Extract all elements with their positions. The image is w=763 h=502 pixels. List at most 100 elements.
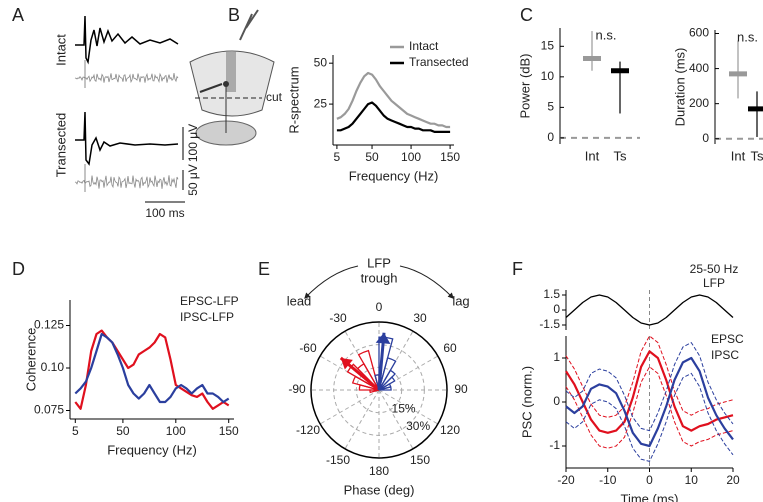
angle-tick-label: 120 xyxy=(440,423,460,437)
y-tick-label: 0 xyxy=(553,394,560,408)
x-tick-label: 20 xyxy=(726,473,740,487)
series-line xyxy=(336,101,451,133)
panel-label: C xyxy=(520,5,533,25)
y-tick-label: 1 xyxy=(553,350,560,364)
angle-tick-label: -60 xyxy=(299,341,317,355)
x-tick-label: 50 xyxy=(116,424,130,438)
row-label: Transected xyxy=(53,113,68,178)
stimulus xyxy=(239,9,259,41)
rose-wedge xyxy=(357,349,380,391)
x-tick-label: 5 xyxy=(334,150,341,164)
x-tick-label: 5 xyxy=(72,424,79,438)
y-axis-label: PSC (norm.) xyxy=(519,366,534,438)
noise-trace xyxy=(74,175,179,189)
lead-label: lead xyxy=(287,293,312,308)
rose-wedge xyxy=(346,363,380,391)
scale-label: 50 μV xyxy=(186,164,200,196)
annotation: n.s. xyxy=(737,29,758,44)
y-axis-label: R-spectrum xyxy=(286,66,301,133)
panel-a: Intact Transected cut 100 μV 50 μV 100 m… xyxy=(53,9,283,220)
x-tick-label: Int xyxy=(585,148,600,163)
column xyxy=(226,52,236,92)
angle-grid xyxy=(319,389,380,425)
angle-tick-label: -120 xyxy=(296,423,320,437)
noise-trace xyxy=(74,72,179,84)
trace xyxy=(75,15,179,65)
scale-label: 100 ms xyxy=(145,206,184,220)
panel-label: B xyxy=(228,5,240,25)
legend-label: EPSC-LFP xyxy=(180,294,239,308)
series-line xyxy=(565,356,734,448)
series-line xyxy=(336,71,451,129)
y-tick-label: 0.075 xyxy=(34,403,64,417)
y-tick-label: 400 xyxy=(689,61,709,75)
series-line xyxy=(74,329,230,410)
y-tick-label: 0 xyxy=(702,131,709,145)
annotation: n.s. xyxy=(596,27,617,42)
y-axis-label: Power (dB) xyxy=(517,53,532,118)
x-axis-label: Time (ms) xyxy=(620,491,678,502)
y-tick-label: 15 xyxy=(541,38,555,52)
band-line xyxy=(565,341,734,432)
x-tick-label: 100 xyxy=(166,424,186,438)
legend-label: EPSC xyxy=(711,332,744,346)
y-tick-label: -1.5 xyxy=(539,317,560,331)
angle-grid xyxy=(344,389,380,450)
angle-grid xyxy=(378,355,439,391)
legend-label: IPSC xyxy=(711,348,739,362)
x-tick-label: Ts xyxy=(614,148,628,163)
angle-tick-label: 30 xyxy=(413,311,427,325)
angle-tick-label: 60 xyxy=(443,341,457,355)
neuron xyxy=(223,81,229,87)
legend-label: Intact xyxy=(409,39,439,53)
angle-grid xyxy=(344,330,380,391)
legend-label: Transected xyxy=(409,55,469,69)
lead-arrow xyxy=(304,265,359,299)
y-tick-label: 200 xyxy=(689,96,709,110)
legend-label: IPSC-LFP xyxy=(180,310,234,324)
x-tick-label: Ts xyxy=(751,148,763,163)
outer-ring xyxy=(310,321,448,459)
noise-traces xyxy=(74,60,179,192)
y-tick-label: 0.10 xyxy=(41,360,65,374)
x-tick-label: 0 xyxy=(646,473,653,487)
annotation: LFP xyxy=(703,276,725,290)
angle-tick-label: 180 xyxy=(369,464,389,478)
x-tick-label: 100 xyxy=(401,150,421,164)
y-tick-label: 25 xyxy=(314,96,328,110)
x-tick-label: 150 xyxy=(440,150,460,164)
y-tick-label: 1.5 xyxy=(543,287,560,301)
x-axis-label: Frequency (Hz) xyxy=(107,442,197,457)
angle-grid xyxy=(319,355,380,391)
mean-vector-head xyxy=(340,357,353,370)
x-tick-label: 50 xyxy=(365,150,379,164)
x-tick-label: 10 xyxy=(685,473,699,487)
y-tick-label: 0 xyxy=(553,302,560,316)
scale-label: 100 μV xyxy=(186,124,200,162)
series-line xyxy=(74,332,230,404)
y-tick-label: 5 xyxy=(547,100,554,114)
electrode xyxy=(199,83,223,93)
lag-arrow xyxy=(399,265,454,299)
y-tick-label: 50 xyxy=(314,55,328,69)
y-axis-label: Coherence xyxy=(23,328,38,392)
x-tick-label: 150 xyxy=(219,424,239,438)
angle-grid xyxy=(378,389,439,425)
row-label: Intact xyxy=(53,34,68,66)
lag-label: lag xyxy=(452,293,469,308)
angle-grid xyxy=(378,389,414,450)
cut-label: cut xyxy=(266,90,283,104)
angle-tick-label: 0 xyxy=(376,300,383,314)
panel-label: A xyxy=(12,5,24,25)
angle-grid xyxy=(378,330,414,391)
rose-wedge xyxy=(378,386,392,391)
y-tick-label: 600 xyxy=(689,26,709,40)
series-line xyxy=(565,294,734,326)
angle-tick-label: -30 xyxy=(329,311,347,325)
x-tick-label: -10 xyxy=(599,473,617,487)
y-tick-label: 10 xyxy=(541,69,555,83)
angle-tick-label: -90 xyxy=(288,382,306,396)
rose-wedge xyxy=(378,376,396,391)
angle-tick-label: -150 xyxy=(326,453,350,467)
